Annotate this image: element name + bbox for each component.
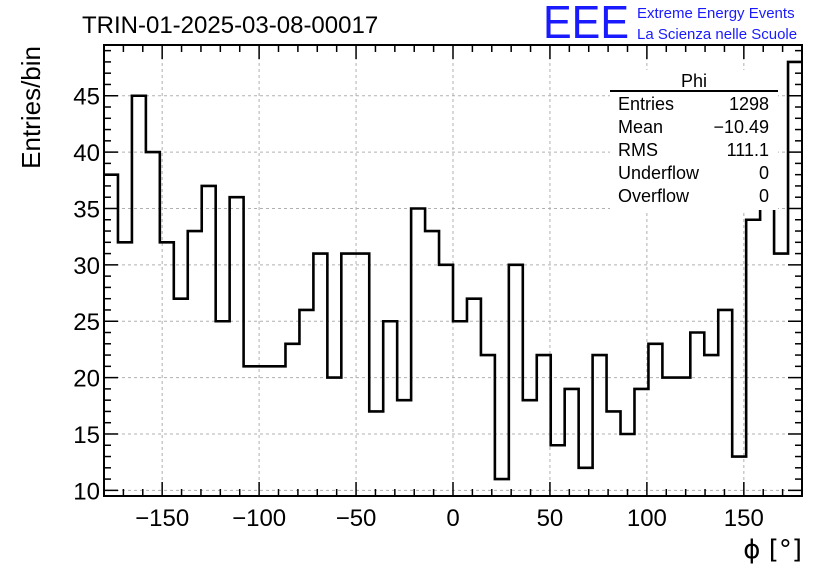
stats-overflow-value: 0 bbox=[759, 186, 769, 206]
y-tick-label: 30 bbox=[73, 253, 100, 280]
x-tick-label: 50 bbox=[537, 505, 564, 532]
x-tick-label: −150 bbox=[135, 505, 189, 532]
stats-mean-label: Mean bbox=[618, 117, 663, 137]
axis-ticks bbox=[104, 45, 802, 496]
y-tick-label: 10 bbox=[73, 478, 100, 505]
histogram-line bbox=[104, 60, 802, 481]
x-axis-label: ϕ [°] bbox=[743, 535, 802, 565]
x-tick-label: −100 bbox=[232, 505, 286, 532]
y-tick-label: 15 bbox=[73, 422, 100, 449]
x-tick-label: 150 bbox=[724, 505, 764, 532]
chart-title: TRIN-01-2025-03-08-00017 bbox=[82, 12, 378, 39]
eee-logo: EEE bbox=[543, 0, 629, 48]
tick-labels: −150 −100 −50 0 50 100 150 10 15 20 25 30 35 40 45 bbox=[73, 84, 764, 532]
stats-title: Phi bbox=[681, 71, 707, 91]
x-tick-label: −50 bbox=[336, 505, 377, 532]
stats-box-background bbox=[610, 70, 778, 210]
project-subtitle: La Scienza nelle Scuole bbox=[637, 26, 797, 43]
stats-underflow-value: 0 bbox=[759, 163, 769, 183]
y-tick-label: 40 bbox=[73, 140, 100, 167]
stats-underflow-label: Underflow bbox=[618, 163, 700, 183]
stats-rms-label: RMS bbox=[618, 140, 658, 160]
y-tick-label: 35 bbox=[73, 196, 100, 223]
stats-box: Phi Entries 1298 Mean −10.49 RMS 111.1 U… bbox=[610, 70, 778, 210]
stats-entries-value: 1298 bbox=[729, 94, 769, 114]
x-tick-label: 100 bbox=[627, 505, 667, 532]
y-tick-label: 25 bbox=[73, 309, 100, 336]
stats-rms-value: 111.1 bbox=[727, 140, 769, 160]
stats-overflow-label: Overflow bbox=[618, 186, 690, 206]
y-axis-label: Entries/bin bbox=[16, 46, 46, 169]
project-name: Extreme Energy Events bbox=[637, 5, 795, 22]
x-tick-label: 0 bbox=[446, 505, 459, 532]
stats-entries-label: Entries bbox=[618, 94, 674, 114]
stats-mean-value: −10.49 bbox=[713, 117, 769, 137]
y-tick-label: 20 bbox=[73, 366, 100, 393]
y-tick-label: 45 bbox=[73, 84, 100, 111]
